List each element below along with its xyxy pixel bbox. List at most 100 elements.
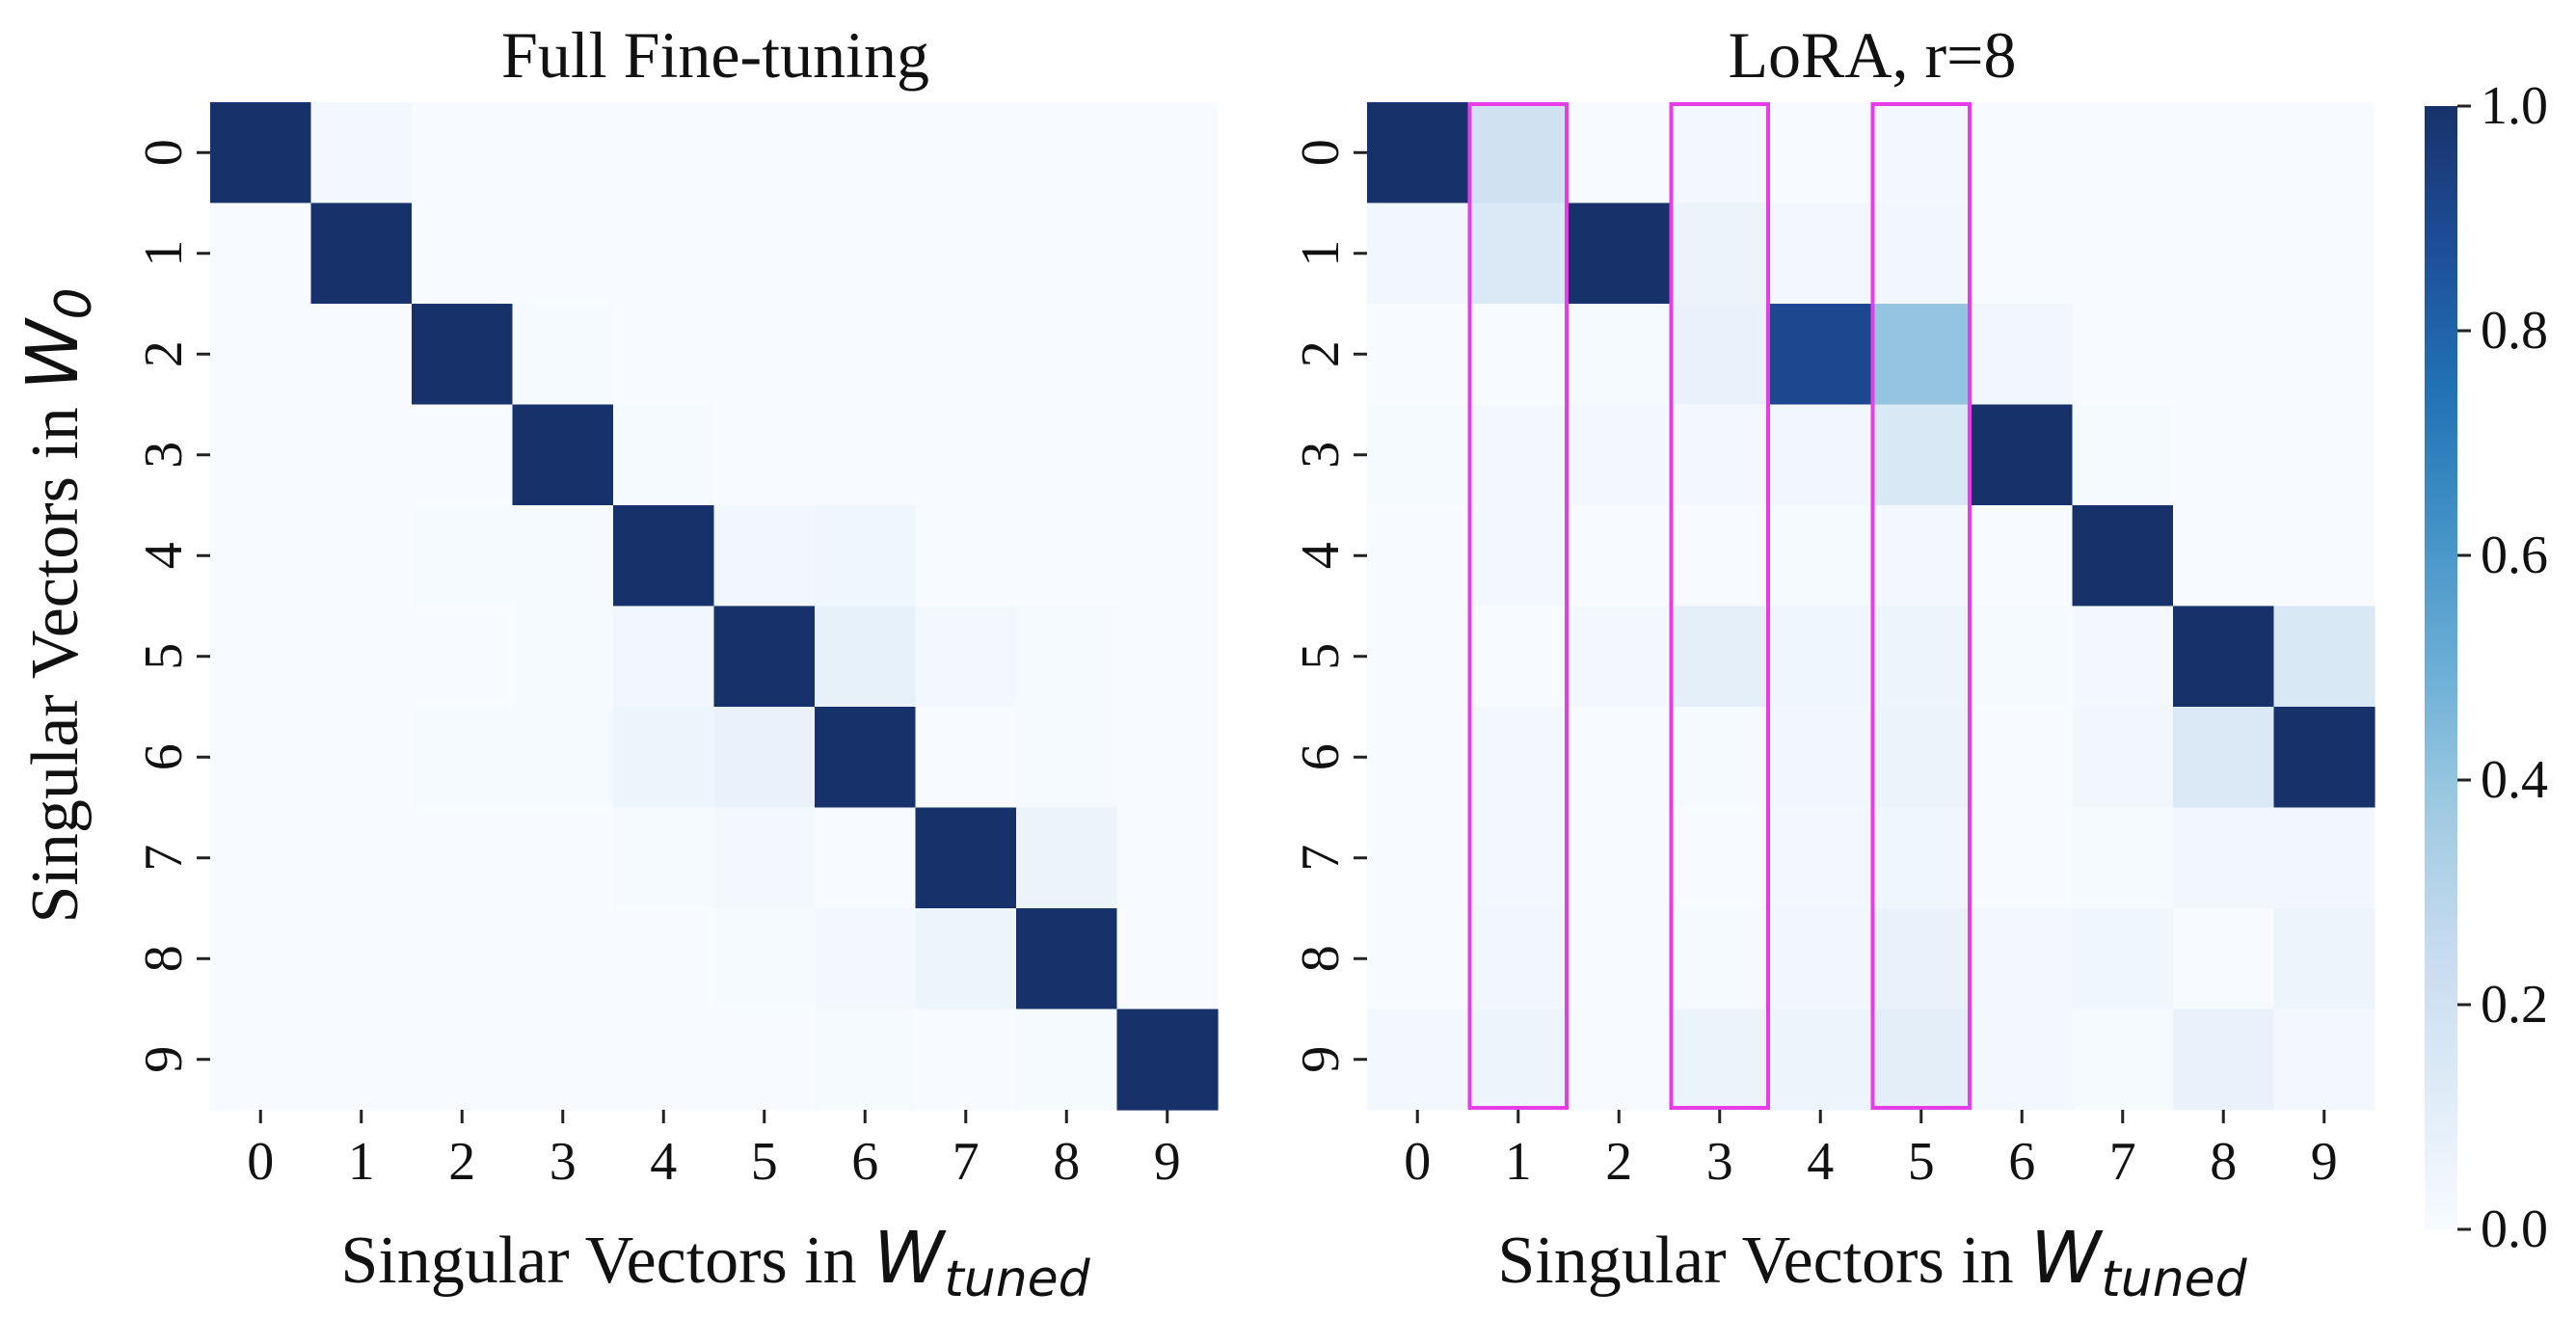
heatmap-cell [310, 807, 413, 909]
x-tick-label: 1 [348, 1132, 375, 1192]
heatmap-cell [1569, 606, 1671, 708]
x-tick-label: 3 [550, 1132, 577, 1192]
heatmap-cell [1669, 707, 1771, 809]
heatmap-cell [915, 707, 1017, 809]
heatmap-cell [1870, 807, 1972, 909]
x-axis-label-right-text: Singular Vectors in [1497, 1224, 2030, 1298]
heatmap-cell [412, 505, 514, 607]
heatmap-cell [310, 606, 413, 708]
heatmap-cell [310, 202, 413, 305]
heatmap-cell [1669, 606, 1771, 708]
heatmap-cell [1770, 606, 1872, 708]
heatmap-cell [613, 102, 715, 204]
x-axis-label-right: Singular Vectors in Wtuned [1497, 1217, 2247, 1308]
heatmap-cell [2072, 202, 2174, 305]
heatmap-cell [815, 505, 917, 607]
heatmap-cell [915, 908, 1017, 1010]
heatmap-cell [2072, 304, 2174, 406]
heatmap-cell [1116, 908, 1219, 1010]
highlight-boxes [1467, 102, 1972, 1110]
x-axis-label-right-subscript: tuned [2101, 1251, 2247, 1308]
x-tick-label: 6 [2008, 1132, 2035, 1192]
y-tick-label: 0 [134, 139, 194, 166]
heatmap-cell [1669, 807, 1771, 909]
x-tick-label: 2 [1605, 1132, 1632, 1192]
heatmap-cell [1669, 505, 1771, 607]
heatmap-cell [210, 404, 312, 506]
heatmap-cell [512, 606, 614, 708]
y-tick-label: 5 [1291, 643, 1351, 670]
heatmap-cell [1467, 404, 1570, 506]
heatmap-cell [915, 505, 1017, 607]
heatmap-cell [210, 202, 312, 305]
highlight-box [1870, 102, 1972, 1110]
heatmap-cell [613, 202, 715, 305]
heatmap-cell [1467, 1009, 1570, 1111]
heatmap-cells-left [210, 102, 1219, 1111]
heatmap-cell [1870, 304, 1972, 406]
heatmap-lora: LoRA, r=8 0 1 2 3 4 5 6 7 8 9 0 1 2 3 4 5 6 7 8 9 Singular… [1291, 18, 2375, 1308]
heatmap-cell [2273, 202, 2375, 305]
heatmap-cell [1467, 606, 1570, 708]
heatmap-cell [512, 102, 614, 204]
heatmap-cell [1569, 202, 1671, 305]
heatmap-cell [1770, 707, 1872, 809]
y-tick-label: 8 [1291, 945, 1351, 972]
heatmap-cell [1972, 707, 2074, 809]
heatmap-cell [613, 304, 715, 406]
heatmap-cell [613, 505, 715, 607]
heatmap-cell [1367, 304, 1469, 406]
heatmap-cell [310, 304, 413, 406]
y-tick-label: 3 [1291, 442, 1351, 469]
x-ticks-left: 0 1 2 3 4 5 6 7 8 9 [247, 1110, 1181, 1192]
x-tick-label: 1 [1505, 1132, 1532, 1192]
heatmap-cell [1116, 102, 1219, 204]
x-tick-label: 3 [1706, 1132, 1733, 1192]
heatmap-cell [1367, 707, 1469, 809]
heatmap-cell [713, 304, 816, 406]
heatmap-cell [1367, 404, 1469, 506]
heatmap-cell [412, 1009, 514, 1111]
y-tick-label: 8 [134, 945, 194, 972]
heatmap-cell [1116, 202, 1219, 305]
heatmap-cell [2273, 606, 2375, 708]
heatmap-cell [915, 404, 1017, 506]
heatmap-cell [1116, 404, 1219, 506]
heatmap-cell [1016, 102, 1118, 204]
y-tick-label: 7 [134, 845, 194, 872]
heatmap-cell [412, 404, 514, 506]
heatmap-cell [713, 606, 816, 708]
y-tick-label: 2 [134, 340, 194, 367]
heatmap-cell [1467, 505, 1570, 607]
heatmap-cell [713, 807, 816, 909]
heatmap-cell [2072, 404, 2174, 506]
heatmap-cell [512, 807, 614, 909]
heatmap-cell [1972, 304, 2074, 406]
x-tick-label: 8 [1053, 1132, 1080, 1192]
heatmap-cell [613, 404, 715, 506]
heatmap-cell [2173, 807, 2275, 909]
heatmap-cell [1972, 202, 2074, 305]
heatmap-cell [412, 707, 514, 809]
heatmap-cell [1870, 404, 1972, 506]
heatmap-cell [310, 102, 413, 204]
heatmap-cell [1870, 202, 1972, 305]
heatmap-cell [1770, 1009, 1872, 1111]
heatmap-cell [2273, 304, 2375, 406]
x-axis-label-right-symbol: W [2030, 1217, 2104, 1300]
y-tick-label: 9 [134, 1046, 194, 1073]
heatmap-cell [1770, 908, 1872, 1010]
heatmap-cell [915, 202, 1017, 305]
heatmap-cell [815, 304, 917, 406]
heatmap-cell [1870, 606, 1972, 708]
y-axis-label: Singular Vectors in W0 [12, 287, 103, 923]
heatmap-cell [1972, 908, 2074, 1010]
heatmap-cell [1770, 102, 1872, 204]
heatmap-cell [713, 202, 816, 305]
heatmap-cell [2273, 404, 2375, 506]
x-tick-label: 7 [2109, 1132, 2136, 1192]
heatmap-cell [210, 807, 312, 909]
x-tick-label: 2 [448, 1132, 475, 1192]
heatmap-cell [1972, 505, 2074, 607]
x-tick-label: 7 [953, 1132, 979, 1192]
